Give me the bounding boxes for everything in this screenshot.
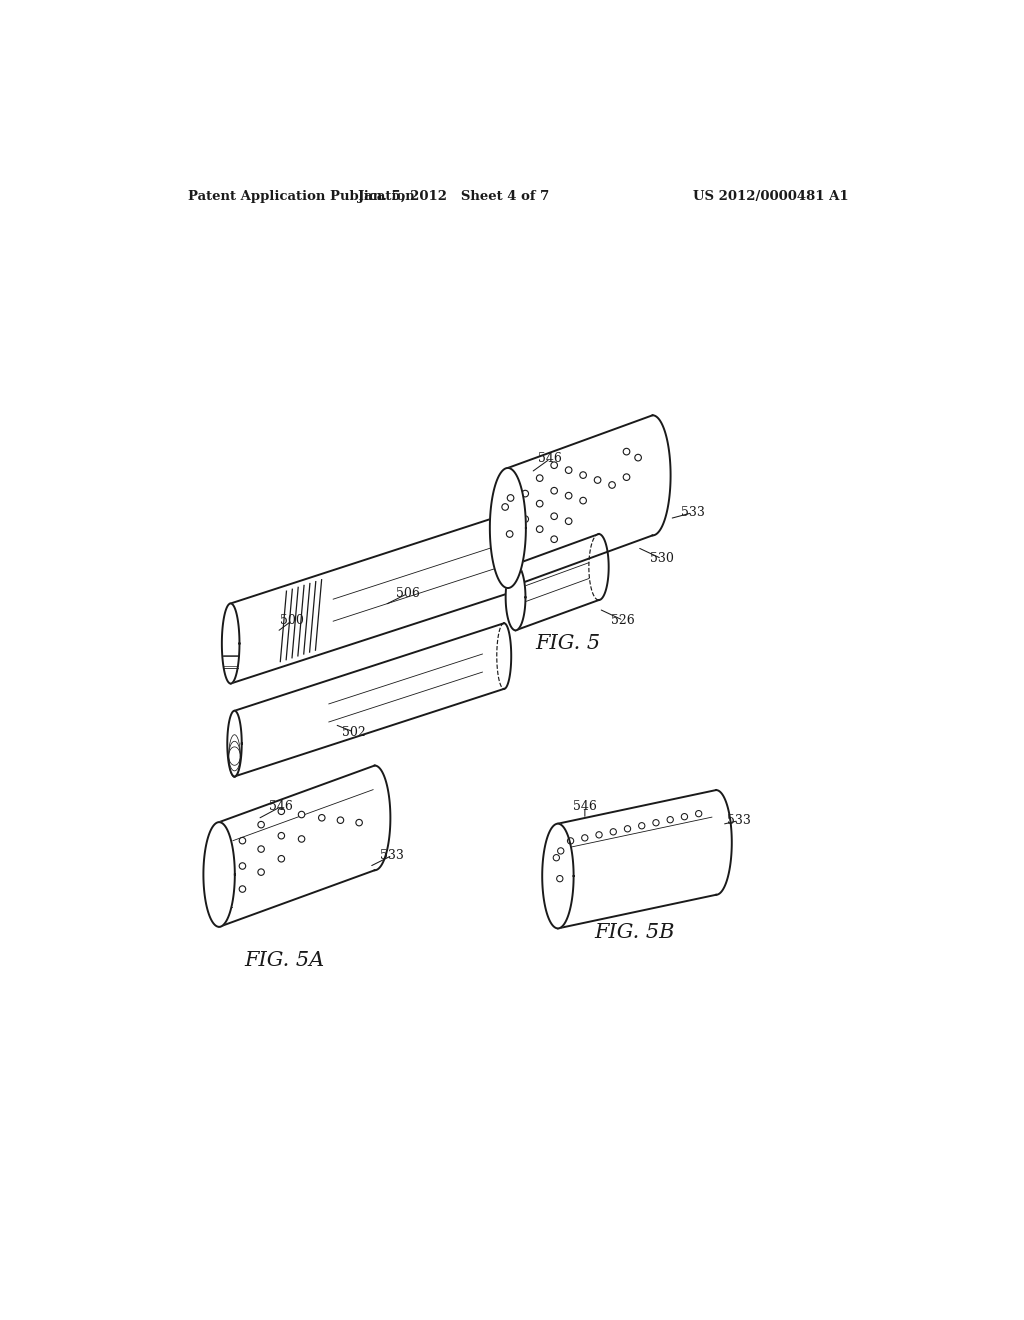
Circle shape — [551, 513, 557, 520]
Circle shape — [502, 504, 509, 511]
Circle shape — [553, 854, 559, 861]
Text: 546: 546 — [572, 800, 597, 813]
Polygon shape — [716, 791, 732, 895]
Circle shape — [557, 875, 563, 882]
Circle shape — [551, 462, 557, 469]
Text: FIG. 5A: FIG. 5A — [245, 952, 325, 970]
Text: 506: 506 — [396, 587, 420, 601]
Circle shape — [240, 863, 246, 870]
Polygon shape — [515, 508, 532, 589]
Circle shape — [298, 812, 305, 818]
Circle shape — [298, 836, 305, 842]
Text: Patent Application Publication: Patent Application Publication — [188, 190, 415, 203]
Text: 526: 526 — [611, 614, 635, 627]
Polygon shape — [589, 535, 608, 601]
Polygon shape — [219, 766, 375, 927]
Polygon shape — [497, 623, 511, 689]
Text: 533: 533 — [727, 814, 751, 828]
Circle shape — [240, 837, 246, 843]
Polygon shape — [558, 791, 716, 928]
Circle shape — [258, 869, 264, 875]
Circle shape — [582, 834, 588, 841]
Circle shape — [522, 516, 528, 523]
Text: 533: 533 — [381, 849, 404, 862]
Circle shape — [258, 846, 264, 853]
Circle shape — [279, 833, 285, 840]
Circle shape — [667, 817, 674, 822]
Circle shape — [594, 477, 601, 483]
Circle shape — [258, 821, 264, 828]
Polygon shape — [204, 822, 234, 927]
Text: 546: 546 — [268, 800, 293, 813]
Circle shape — [537, 500, 543, 507]
Circle shape — [507, 495, 514, 502]
Circle shape — [551, 536, 557, 543]
Polygon shape — [543, 824, 573, 928]
Circle shape — [567, 838, 573, 843]
Circle shape — [356, 820, 362, 826]
Polygon shape — [515, 535, 599, 631]
Text: 502: 502 — [342, 726, 366, 739]
Text: US 2012/0000481 A1: US 2012/0000481 A1 — [692, 190, 848, 203]
Circle shape — [635, 454, 641, 461]
Text: 530: 530 — [650, 552, 674, 565]
Text: FIG. 5: FIG. 5 — [536, 634, 600, 653]
Circle shape — [596, 832, 602, 838]
Circle shape — [506, 531, 513, 537]
Polygon shape — [222, 603, 240, 684]
Circle shape — [639, 822, 645, 829]
Circle shape — [580, 498, 587, 504]
Circle shape — [681, 813, 687, 820]
Circle shape — [240, 886, 246, 892]
Circle shape — [610, 829, 616, 836]
Circle shape — [279, 808, 285, 814]
Text: 533: 533 — [681, 506, 705, 519]
Text: 546: 546 — [539, 453, 562, 465]
Circle shape — [624, 474, 630, 480]
Polygon shape — [489, 469, 526, 587]
Text: FIG. 5B: FIG. 5B — [595, 923, 675, 941]
Text: 500: 500 — [281, 614, 304, 627]
Circle shape — [565, 467, 572, 474]
Circle shape — [522, 490, 528, 496]
Circle shape — [558, 847, 564, 854]
Circle shape — [565, 517, 572, 524]
Polygon shape — [652, 416, 671, 536]
Polygon shape — [227, 710, 242, 776]
Circle shape — [565, 492, 572, 499]
Text: Jan. 5, 2012   Sheet 4 of 7: Jan. 5, 2012 Sheet 4 of 7 — [358, 190, 550, 203]
Circle shape — [318, 814, 325, 821]
Circle shape — [625, 825, 631, 832]
Polygon shape — [508, 416, 652, 589]
Circle shape — [624, 449, 630, 455]
Circle shape — [337, 817, 344, 824]
Circle shape — [537, 525, 543, 532]
Polygon shape — [234, 623, 504, 776]
Circle shape — [608, 482, 615, 488]
Circle shape — [580, 471, 587, 478]
Circle shape — [653, 820, 659, 826]
Polygon shape — [230, 508, 523, 684]
Polygon shape — [506, 564, 525, 631]
Polygon shape — [375, 766, 390, 870]
Circle shape — [537, 475, 543, 482]
Circle shape — [695, 810, 701, 817]
Circle shape — [279, 855, 285, 862]
Circle shape — [551, 487, 557, 494]
